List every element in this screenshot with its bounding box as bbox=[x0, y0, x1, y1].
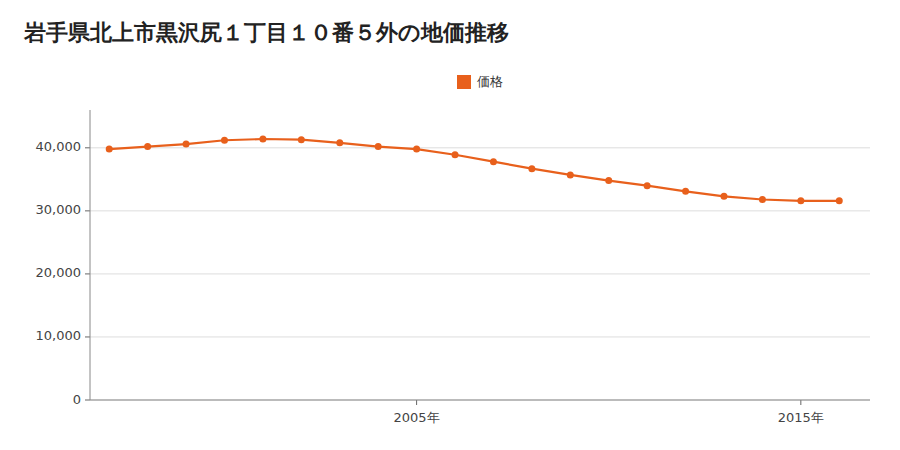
axes: 0 10,000 20,000 30,000 40,000 2005年 2015年 bbox=[36, 110, 871, 425]
marker bbox=[106, 146, 113, 153]
marker bbox=[452, 151, 459, 158]
x-tick-label: 2005年 bbox=[394, 410, 440, 425]
marker bbox=[528, 165, 535, 172]
y-tick-label: 30,000 bbox=[36, 202, 82, 217]
marker bbox=[759, 196, 766, 203]
y-tick bbox=[85, 147, 90, 148]
marker bbox=[490, 158, 497, 165]
legend-label: 価格 bbox=[477, 74, 503, 89]
grid-line bbox=[90, 147, 870, 148]
marker bbox=[605, 177, 612, 184]
legend-swatch bbox=[457, 75, 471, 89]
marker bbox=[259, 136, 266, 143]
marker bbox=[336, 139, 343, 146]
line bbox=[109, 139, 839, 201]
marker bbox=[836, 197, 843, 204]
title: 岩手県北上市黒沢尻１丁目１０番５外の地価推移 bbox=[23, 20, 509, 45]
marker bbox=[144, 143, 151, 150]
marker bbox=[375, 143, 382, 150]
legend: 価格 bbox=[457, 74, 503, 90]
x-tick bbox=[800, 400, 801, 405]
marker bbox=[221, 137, 228, 144]
marker bbox=[567, 171, 574, 178]
x-tick bbox=[416, 400, 417, 405]
grid-line bbox=[90, 210, 870, 211]
y-tick-label: 10,000 bbox=[36, 328, 82, 343]
y-tick bbox=[85, 400, 90, 401]
y-tick-label: 40,000 bbox=[36, 139, 82, 154]
x-axis-line bbox=[90, 400, 870, 401]
marker bbox=[644, 182, 651, 189]
grid-line bbox=[90, 336, 870, 337]
y-tick bbox=[85, 273, 90, 274]
y-axis-line bbox=[90, 110, 91, 400]
marker bbox=[298, 136, 305, 143]
grid-line bbox=[90, 400, 870, 401]
chart: 岩手県北上市黒沢尻１丁目１０番５外の地価推移価格 0 10,000 20,000 30,… bbox=[0, 0, 900, 450]
marker bbox=[797, 197, 804, 204]
y-tick-label: 20,000 bbox=[36, 265, 82, 280]
marker bbox=[720, 193, 727, 200]
x-tick-label: 2015年 bbox=[778, 410, 824, 425]
y-tick bbox=[85, 336, 90, 337]
marker bbox=[682, 188, 689, 195]
marker bbox=[183, 141, 190, 148]
marker bbox=[413, 146, 420, 153]
y-tick-label: 0 bbox=[73, 392, 81, 407]
grid-line bbox=[90, 273, 870, 274]
grid bbox=[90, 148, 870, 400]
plot-area bbox=[106, 136, 843, 205]
y-tick bbox=[85, 210, 90, 211]
